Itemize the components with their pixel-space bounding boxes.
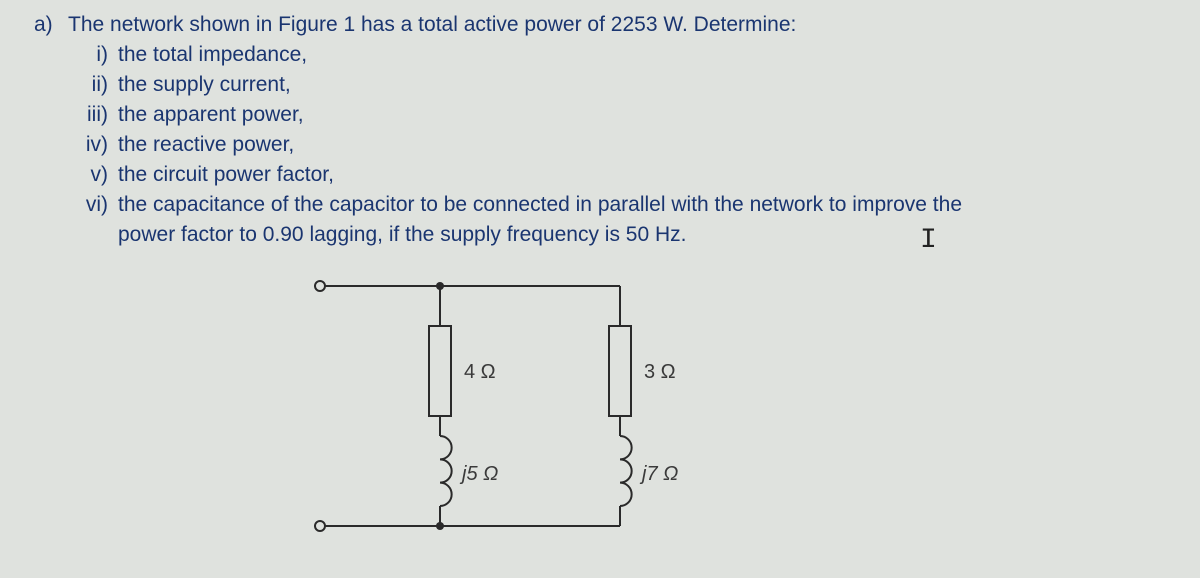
item-vi: vi) the capacitance of the capacitor to b… (68, 190, 1166, 220)
continuation-text: power factor to 0.90 lagging, if the sup… (118, 223, 687, 246)
svg-text:3 Ω: 3 Ω (644, 361, 676, 383)
svg-text:j5 Ω: j5 Ω (459, 463, 498, 485)
item-vi-cont: power factor to 0.90 lagging, if the sup… (68, 220, 1166, 250)
item-v: v) the circuit power factor, (68, 160, 1166, 190)
item-text: the reactive power, (118, 133, 294, 156)
item-iii: iii) the apparent power, (68, 100, 1166, 130)
roman-ii: ii) (68, 70, 108, 100)
roman-i: i) (68, 40, 108, 70)
roman-vi: vi) (68, 190, 108, 220)
item-list: i) the total impedance, ii) the supply cur… (34, 40, 1166, 250)
item-text: the circuit power factor, (118, 163, 334, 186)
item-text: the total impedance, (118, 43, 307, 66)
item-i: i) the total impedance, (68, 40, 1166, 70)
roman-v: v) (68, 160, 108, 190)
roman-iv: iv) (68, 130, 108, 160)
question-stem-line: a)The network shown in Figure 1 has a to… (34, 10, 1166, 40)
item-iv: iv) the reactive power, (68, 130, 1166, 160)
question-page: a)The network shown in Figure 1 has a to… (0, 0, 1200, 250)
part-label: a) (34, 10, 68, 40)
item-text: the capacitance of the capacitor to be c… (118, 193, 962, 216)
item-ii: ii) the supply current, (68, 70, 1166, 100)
item-text: the apparent power, (118, 103, 304, 126)
svg-text:4 Ω: 4 Ω (464, 361, 496, 383)
svg-text:j7 Ω: j7 Ω (639, 463, 678, 485)
circuit-diagram: 4 Ω 3 Ω j5 Ω j7 Ω (300, 266, 720, 566)
stem-text: The network shown in Figure 1 has a tota… (68, 13, 796, 36)
roman-iii: iii) (68, 100, 108, 130)
current-symbol: I (920, 225, 937, 256)
item-text: the supply current, (118, 73, 291, 96)
